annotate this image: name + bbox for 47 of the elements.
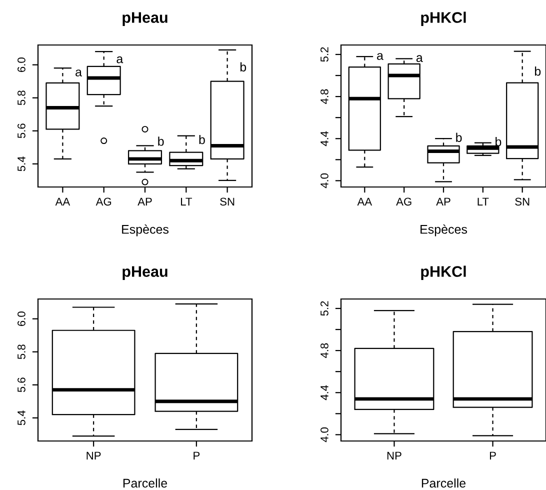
annotation: a	[377, 53, 384, 60]
y-tick-label: 4.4	[320, 131, 328, 146]
y-tick-label: 4.8	[320, 89, 328, 104]
y-tick-label: 4.8	[320, 343, 328, 358]
x-tick-label: NP	[387, 452, 402, 460]
y-tick-label: 5.6	[18, 124, 26, 138]
annotation: b	[456, 132, 462, 142]
x-tick-label: P	[490, 452, 496, 460]
x-tick-label: NP	[86, 452, 101, 460]
y-tick-label: 5.8	[18, 90, 26, 106]
annotation: b	[199, 134, 205, 144]
y-tick-label: 5.2	[320, 301, 328, 316]
x-axis-title: Parcelle	[123, 478, 168, 488]
x-tick-label: LT	[478, 198, 489, 206]
annotation: b	[158, 136, 164, 146]
annotation: a	[416, 55, 423, 62]
chart-title: pHeau	[122, 266, 168, 280]
y-tick-label: 4.0	[320, 427, 328, 442]
chart-title: pHeau	[122, 12, 168, 26]
x-axis-title: Espèces	[122, 224, 169, 236]
x-tick-label: AP	[138, 198, 152, 206]
annotation: a	[76, 70, 82, 76]
y-tick-label: 5.2	[320, 47, 328, 62]
y-tick-label: 4.0	[320, 173, 328, 188]
y-tick-label: 5.8	[18, 344, 26, 360]
x-tick-label: AG	[396, 198, 412, 206]
x-tick-label: AA	[357, 198, 372, 206]
annotation: a	[116, 56, 124, 64]
annotation: b	[534, 66, 541, 76]
x-tick-label: LT	[180, 198, 192, 206]
x-tick-label: AP	[436, 198, 450, 206]
annotation: b	[240, 62, 246, 72]
y-tick-label: 5.6	[18, 378, 26, 392]
y-tick-label: 4.4	[320, 385, 328, 400]
y-tick-label: 6.0	[18, 312, 26, 326]
y-tick-label: 6.0	[18, 58, 26, 72]
x-tick-label: P	[194, 452, 200, 460]
y-tick-label: 5.4	[18, 156, 26, 172]
x-tick-label: AG	[96, 198, 112, 206]
x-tick-label: SN	[220, 198, 234, 206]
chart-title: pHKCl	[421, 266, 466, 280]
x-axis-title: Parcelle	[422, 478, 466, 488]
chart-title: pHKCl	[421, 12, 466, 26]
y-tick-label: 5.4	[18, 410, 26, 426]
x-tick-label: AA	[55, 198, 70, 206]
x-axis-title: Espèces	[420, 224, 468, 236]
x-tick-label: SN	[515, 198, 530, 206]
